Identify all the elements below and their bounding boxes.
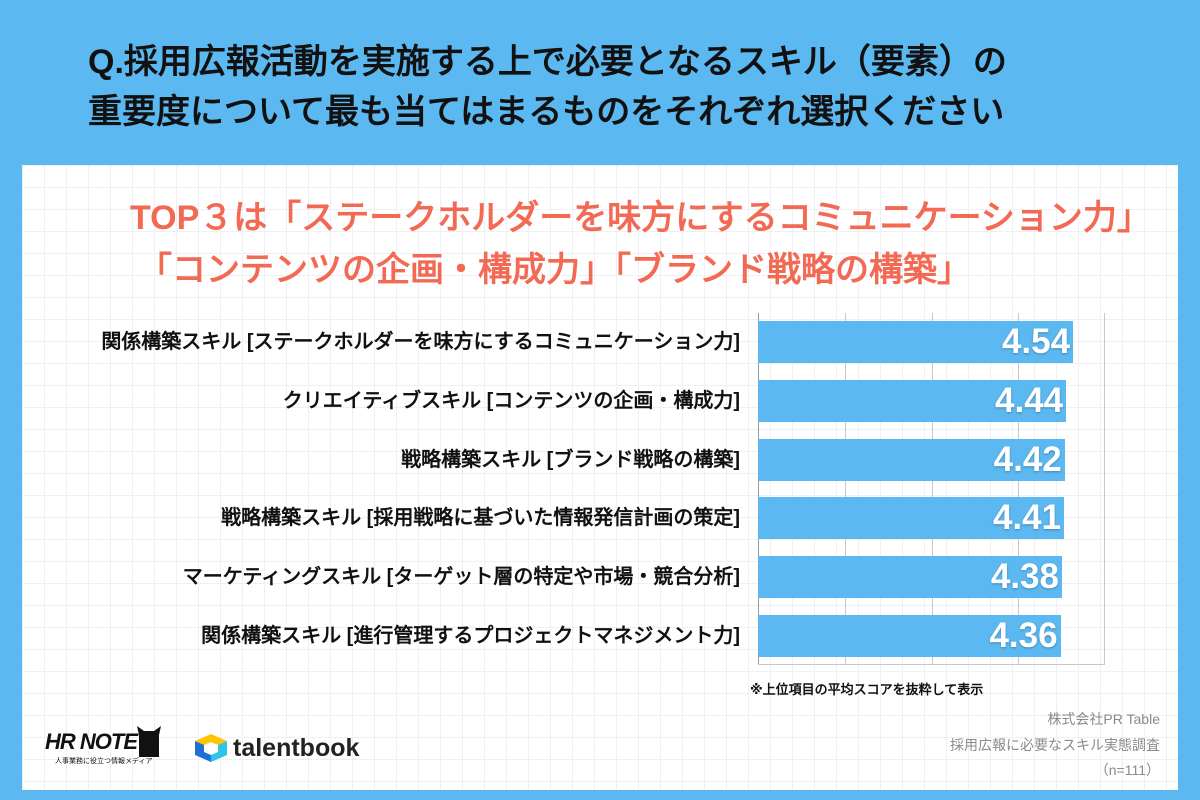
category-labels: 関係構築スキル [ステークホルダーを味方にするコミュニケーション力] クリエイティ… <box>0 313 740 665</box>
bar <box>758 614 1061 657</box>
headline-line-2: 「コンテンツの企画・構成力」「ブランド戦略の構築」 <box>138 251 971 289</box>
cube-center <box>204 742 218 755</box>
talentbook-logo-text: talentbook <box>233 734 360 762</box>
hr-note-tagline: 人事業務に役立つ情報メディア <box>55 758 153 765</box>
x-gridline <box>931 313 933 665</box>
data-label: 4.42 <box>993 439 1062 479</box>
data-label: 4.41 <box>992 498 1062 538</box>
data-label: 4.54 <box>1001 322 1071 362</box>
x-gridline <box>1018 313 1020 665</box>
x-gridline <box>844 313 846 665</box>
question-heading: Q.採用広報活動を実施する上で必要となるスキル（要素）の 重要度について最も当て… <box>88 37 1007 137</box>
category-label: 関係構築スキル [進行管理するプロジェクトマネジメント力] <box>201 624 740 647</box>
source-company: 株式会社PR Table <box>1047 711 1160 727</box>
question-line-2: 重要度について最も当てはまるものをそれぞれ選択ください <box>88 93 1005 131</box>
data-label: 4.36 <box>989 615 1058 655</box>
plot-area: 4.54 4.44 4.42 4.41 4.38 4.36 <box>758 313 1105 665</box>
question-line-1: Q.採用広報活動を実施する上で必要となるスキル（要素）の <box>88 43 1007 81</box>
headline-line-1: TOP３は「ステークホルダーを味方にするコミュニケーション力」 <box>130 199 1151 237</box>
category-label: 戦略構築スキル [採用戦略に基づいた情報発信計画の策定] <box>221 507 740 530</box>
bar <box>758 555 1062 599</box>
bar <box>758 321 1074 364</box>
category-label: マーケティングスキル [ターゲット層の特定や市場・競合分析] <box>182 566 740 588</box>
cat-icon <box>137 726 161 757</box>
hr-note-logo-text: HR NOTE <box>45 729 138 754</box>
category-label: クリエイティブスキル [コンテンツの企画・構成力] <box>282 390 740 412</box>
cat-silhouette <box>137 726 161 757</box>
bar <box>758 379 1067 423</box>
source-credit: 株式会社PR Table 採用広報に必要なスキル実態調査 （n=111） <box>950 707 1160 784</box>
category-label: 戦略構築スキル [ブランド戦略の構築] <box>401 448 740 471</box>
data-label: 4.38 <box>990 557 1059 596</box>
source-sample-size: （n=111） <box>1094 762 1160 778</box>
cube-icon <box>195 734 227 762</box>
bar <box>758 497 1065 540</box>
footnote: ※上位項目の平均スコアを抜粋して表示 <box>750 682 984 697</box>
category-axis-line <box>758 313 759 665</box>
bar <box>758 438 1065 481</box>
source-survey: 採用広報に必要なスキル実態調査 <box>950 736 1160 753</box>
x-gridline <box>1104 313 1105 665</box>
category-label: 関係構築スキル [ステークホルダーを味方にするコミュニケーション力] <box>101 331 740 354</box>
data-label: 4.44 <box>995 381 1064 420</box>
